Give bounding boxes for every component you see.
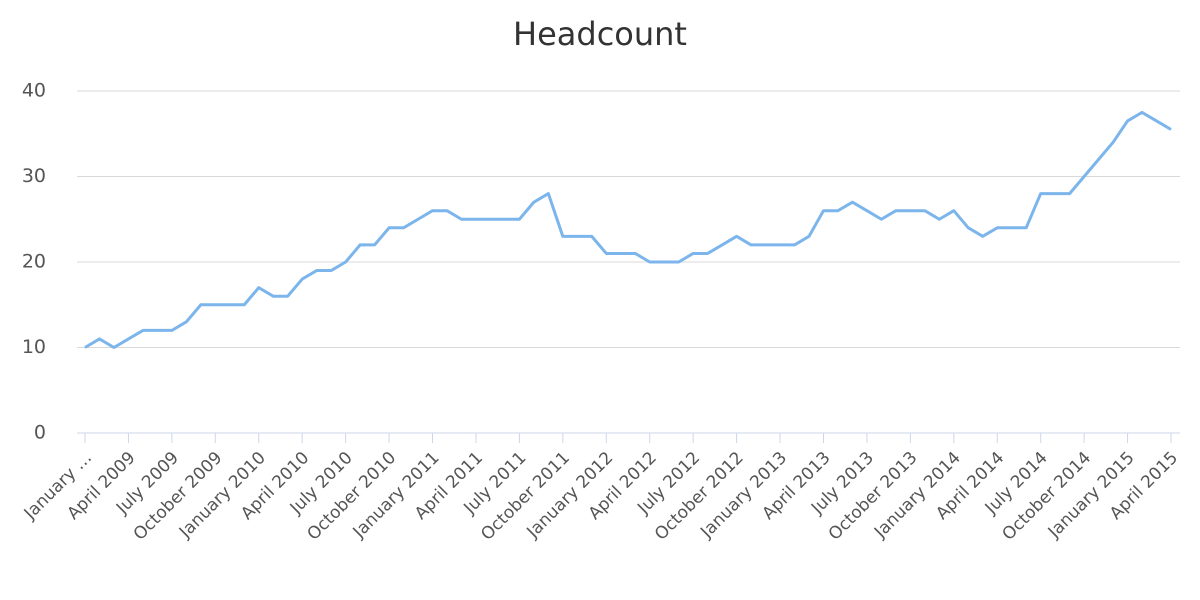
- y-tick-label: 30: [22, 165, 46, 187]
- y-tick-label: 0: [34, 422, 46, 444]
- y-tick-label: 10: [22, 336, 46, 358]
- line-series: [84, 110, 1172, 349]
- chart-title: Headcount: [513, 15, 687, 53]
- y-tick-label: 40: [22, 80, 46, 102]
- y-tick-label: 20: [22, 251, 46, 273]
